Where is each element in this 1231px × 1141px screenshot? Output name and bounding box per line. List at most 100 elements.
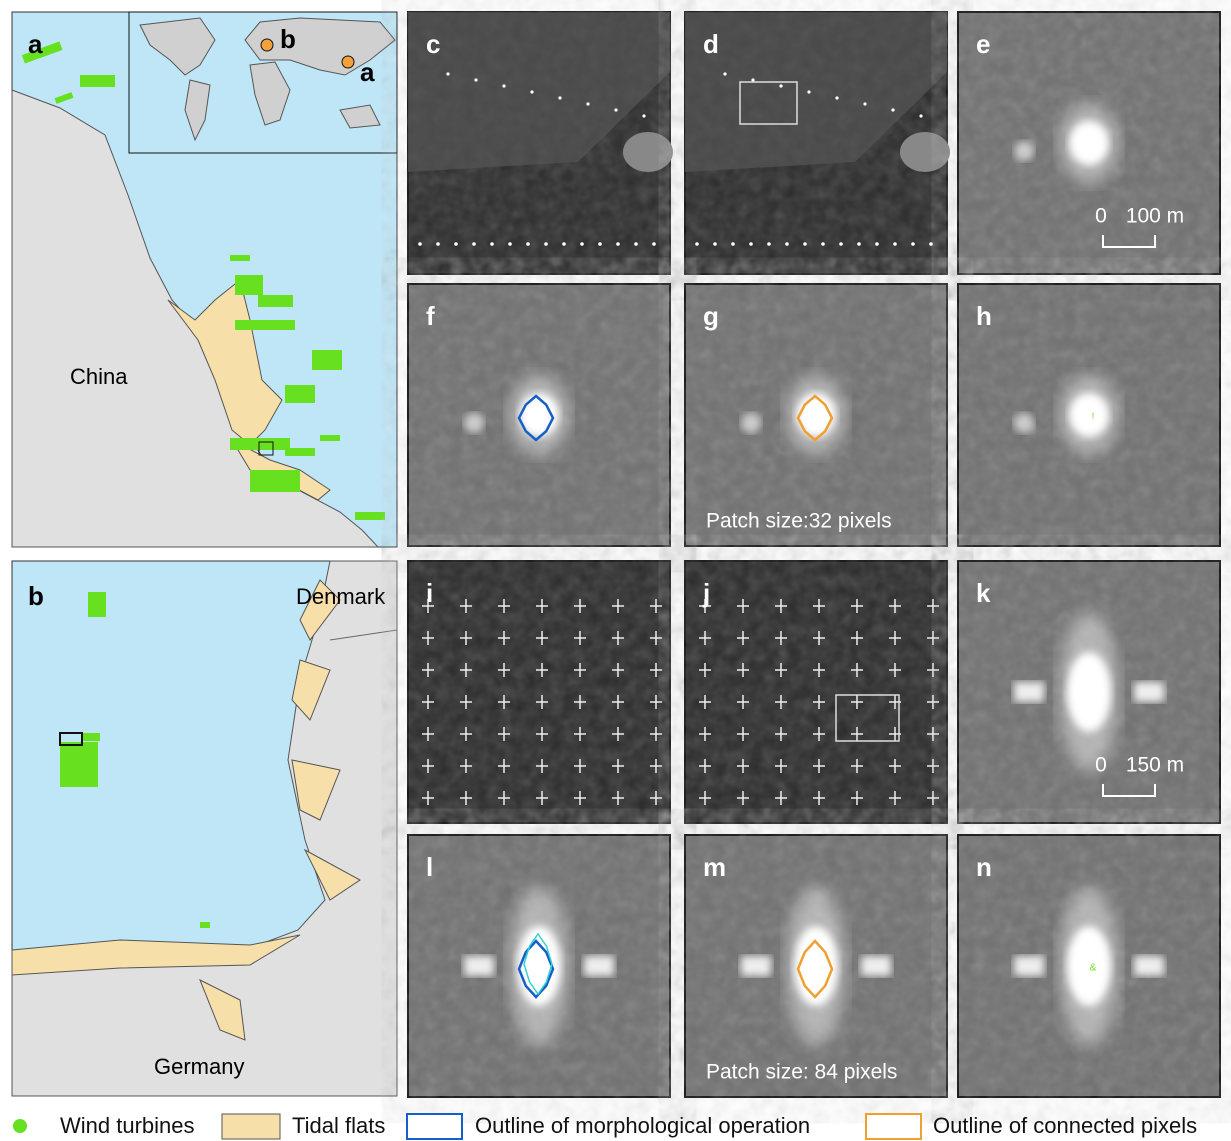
legend-symbol xyxy=(222,1114,280,1139)
turbine xyxy=(436,242,440,246)
scale-label: 0 xyxy=(1095,205,1107,228)
side-lobe xyxy=(1014,682,1044,702)
turbine xyxy=(614,108,617,111)
panel-label: n xyxy=(976,852,992,882)
side-lobe xyxy=(741,956,771,976)
inset-label: a xyxy=(360,57,375,87)
turbine xyxy=(749,242,753,246)
side-lobe xyxy=(1134,956,1164,976)
turbine xyxy=(562,242,566,246)
panel-label: m xyxy=(703,852,726,882)
turbine xyxy=(598,242,602,246)
panel-label: k xyxy=(976,578,991,608)
turbine xyxy=(803,242,807,246)
turbine xyxy=(544,242,548,246)
image-panel: m Patch size: 84 pixels xyxy=(685,835,947,1097)
turbine xyxy=(634,242,638,246)
turbine xyxy=(893,242,897,246)
target xyxy=(1067,652,1111,732)
panel-label: j xyxy=(702,578,710,608)
side-blob xyxy=(1014,413,1034,433)
caption: Patch size:32 pixels xyxy=(706,510,892,533)
turbine xyxy=(857,242,861,246)
turbine xyxy=(875,242,879,246)
turbine xyxy=(713,242,717,246)
turbine xyxy=(508,242,512,246)
turbine xyxy=(526,242,530,246)
side-blob xyxy=(1014,141,1034,161)
image-panel: h! xyxy=(958,284,1220,546)
turbine xyxy=(821,242,825,246)
legend-symbol xyxy=(866,1114,921,1139)
turbine xyxy=(779,84,782,87)
panel-label: g xyxy=(703,301,719,331)
image-panel: i xyxy=(408,561,670,823)
turbine xyxy=(767,242,771,246)
side-blob xyxy=(741,413,761,433)
land-feature xyxy=(623,132,673,172)
side-lobe xyxy=(584,956,614,976)
panel-label: b xyxy=(28,581,44,611)
map-b: b Denmark Germany xyxy=(12,561,397,1096)
turbine xyxy=(490,242,494,246)
caption: Patch size: 84 pixels xyxy=(706,1061,897,1084)
turbine xyxy=(616,242,620,246)
side-lobe xyxy=(1134,682,1164,702)
image-panel: d xyxy=(685,12,950,274)
scale-label: 150 m xyxy=(1126,754,1184,777)
turbine xyxy=(586,102,589,105)
turbine xyxy=(530,90,533,93)
inset-marker xyxy=(261,39,273,51)
turbine xyxy=(835,96,838,99)
figure: b a a China b Denmark Germany cde0100 mf… xyxy=(0,0,1231,1141)
side-lobe xyxy=(861,956,891,976)
turbine xyxy=(785,242,789,246)
image-panel: l xyxy=(408,835,670,1097)
inset-marker xyxy=(342,56,354,68)
side-blob xyxy=(464,413,484,433)
turbine xyxy=(502,84,505,87)
turbine xyxy=(731,242,735,246)
turbine xyxy=(723,72,726,75)
side-lobe xyxy=(464,956,494,976)
image-panel: f xyxy=(408,284,670,546)
turbine xyxy=(919,114,922,117)
turbine xyxy=(652,242,656,246)
turbine xyxy=(454,242,458,246)
image-panels: cde0100 mfgPatch size:32 pixelsh!ijk0150… xyxy=(408,12,1220,1097)
legend-text: Wind turbines xyxy=(60,1113,195,1138)
turbine xyxy=(929,242,933,246)
turbine xyxy=(695,242,699,246)
turbine xyxy=(863,102,866,105)
turbine xyxy=(446,72,449,75)
inset-label: b xyxy=(280,24,296,54)
panel-label: d xyxy=(703,29,719,59)
turbine xyxy=(891,108,894,111)
panel-label: f xyxy=(426,301,435,331)
place-label: China xyxy=(70,364,128,389)
target xyxy=(1069,121,1109,165)
image-panel: g Patch size:32 pixels xyxy=(685,284,947,546)
image-panel: c xyxy=(408,12,673,274)
map-a: b a a China xyxy=(12,12,397,547)
image-texture xyxy=(408,561,670,823)
panel-label: l xyxy=(426,852,433,882)
turbine xyxy=(911,242,915,246)
panel-label: c xyxy=(426,29,440,59)
turbine xyxy=(751,78,754,81)
detection-marker: & xyxy=(1090,963,1097,974)
detection-marker: ! xyxy=(1092,412,1095,423)
legend: Wind turbines Tidal flats Outline of mor… xyxy=(13,1113,1197,1139)
turbine xyxy=(807,90,810,93)
legend-text: Outline of connected pixels xyxy=(933,1113,1197,1138)
legend-symbol xyxy=(13,1119,27,1133)
panel-label: h xyxy=(976,301,992,331)
image-texture xyxy=(685,561,947,823)
turbine xyxy=(418,242,422,246)
panel-label: i xyxy=(426,578,433,608)
image-panel: j xyxy=(685,561,947,823)
image-panel: n& xyxy=(958,835,1220,1097)
scale-label: 100 m xyxy=(1126,205,1184,228)
